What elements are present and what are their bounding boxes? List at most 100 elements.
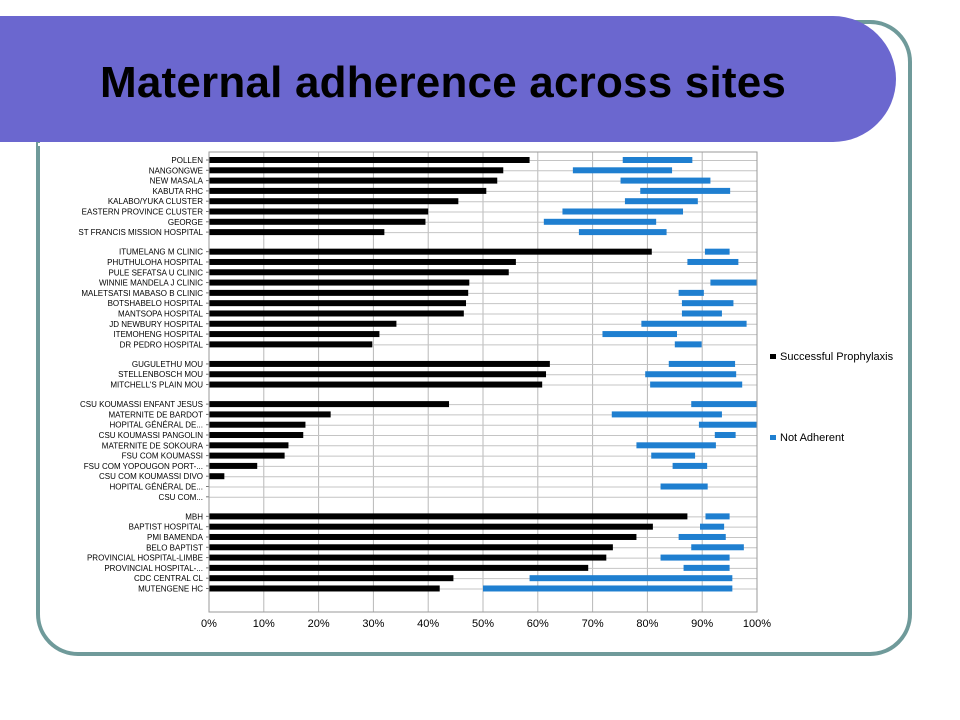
not-adherent-bar — [678, 533, 726, 540]
not-adherent-bar — [578, 229, 667, 236]
category-label: PULE SEFATSA U CLINIC — [108, 268, 203, 277]
not-adherent-bar — [602, 331, 677, 338]
x-tick-label: 90% — [691, 618, 713, 630]
not-adherent-bar — [687, 258, 739, 265]
category-label: KALABO/YUKA CLUSTER — [108, 197, 203, 206]
category-label: GUGULETHU MOU — [132, 360, 203, 369]
category-label: CSU COM KOUMASSI DIVO — [99, 472, 203, 481]
successful-prophylaxis-bar — [209, 523, 653, 530]
successful-prophylaxis-bar — [209, 289, 469, 296]
successful-prophylaxis-bar — [209, 229, 385, 236]
not-adherent-bar — [660, 483, 708, 490]
successful-prophylaxis-bar — [209, 300, 467, 307]
not-adherent-bar — [691, 544, 744, 551]
successful-prophylaxis-bar — [209, 279, 470, 286]
not-adherent-bar — [572, 167, 673, 174]
category-label: CSU KOUMASSI ENFANT JESUS — [80, 400, 203, 409]
successful-prophylaxis-bar — [209, 177, 498, 184]
category-label: ITEMOHENG HOSPITAL — [113, 330, 203, 339]
successful-prophylaxis-bar — [209, 360, 550, 367]
x-tick-label: 10% — [253, 618, 275, 630]
category-label: ITUMELANG M CLINIC — [119, 248, 203, 257]
successful-prophylaxis-bar — [209, 218, 426, 225]
category-label: BELO BAPTIST — [146, 543, 203, 552]
successful-prophylaxis-bar — [209, 320, 397, 327]
successful-prophylaxis-bar — [209, 167, 504, 174]
not-adherent-bar — [645, 371, 737, 378]
category-label: MATERNITE DE BARDOT — [108, 410, 203, 419]
not-adherent-bar — [651, 452, 696, 459]
category-label: NEW MASALA — [150, 177, 204, 186]
not-adherent-bar — [622, 157, 693, 163]
successful-prophylaxis-bar — [209, 544, 613, 551]
successful-prophylaxis-bar — [209, 258, 516, 265]
not-adherent-bar — [483, 585, 733, 592]
not-adherent-bar — [674, 341, 702, 348]
x-tick-label: 50% — [472, 618, 494, 630]
category-label: PROVINCIAL HOSPITAL-... — [104, 564, 203, 573]
not-adherent-bar — [660, 554, 730, 561]
category-label: MATERNITE DE SOKOURA — [102, 441, 204, 450]
successful-prophylaxis-bar — [209, 331, 380, 338]
not-adherent-bar — [700, 523, 725, 530]
successful-prophylaxis-bar — [209, 564, 589, 571]
legend-label: Not Adherent — [780, 432, 844, 444]
not-adherent-bar — [611, 411, 722, 418]
category-label: FSU COM KOUMASSI — [122, 452, 203, 461]
category-label: MUTENGENE HC — [138, 584, 203, 593]
x-tick-label: 20% — [308, 618, 330, 630]
category-label: POLLEN — [171, 156, 203, 165]
category-label: HOPITAL GÉNÉRAL DE... — [109, 483, 203, 492]
x-tick-label: 80% — [636, 618, 658, 630]
not-adherent-bar — [620, 177, 711, 184]
slide-title: Maternal adherence across sites — [100, 58, 787, 107]
successful-prophylaxis-bar — [209, 554, 607, 561]
category-label: MBH — [185, 512, 203, 521]
successful-prophylaxis-bar — [209, 269, 509, 276]
category-label: WINNIE MANDELA J CLINIC — [99, 279, 203, 288]
not-adherent-bar — [691, 401, 757, 408]
not-adherent-bar — [562, 208, 684, 215]
not-adherent-bar — [698, 421, 757, 428]
not-adherent-bar — [543, 218, 657, 225]
not-adherent-bar — [704, 248, 730, 255]
not-adherent-bar — [681, 310, 722, 317]
successful-prophylaxis-bar — [209, 533, 637, 540]
successful-prophylaxis-bar — [209, 208, 429, 215]
legend-label: Successful Prophylaxis — [780, 351, 894, 363]
category-label: MITCHELL'S PLAIN MOU — [110, 381, 203, 390]
not-adherent-bar — [636, 442, 716, 449]
category-label: PROVINCIAL HOSPITAL-LIMBE — [87, 554, 203, 563]
category-label: FSU COM YOPOUGON PORT-... — [84, 462, 203, 471]
category-label: CSU COM... — [159, 493, 203, 502]
successful-prophylaxis-bar — [209, 381, 543, 388]
category-label: JD NEWBURY HOSPITAL — [109, 320, 203, 329]
x-tick-label: 30% — [362, 618, 384, 630]
not-adherent-bar — [640, 187, 731, 194]
successful-prophylaxis-bar — [209, 198, 459, 205]
successful-prophylaxis-bar — [209, 401, 450, 408]
category-label: DR PEDRO HOSPITAL — [120, 340, 204, 349]
not-adherent-bar — [650, 381, 743, 388]
title-underline — [38, 143, 848, 146]
plot-border — [208, 151, 758, 613]
category-label: KABUTA RHC — [152, 187, 203, 196]
not-adherent-bar — [681, 300, 734, 307]
successful-prophylaxis-bar — [209, 371, 547, 378]
category-label: NANGONGWE — [149, 166, 203, 175]
successful-prophylaxis-bar — [209, 585, 440, 592]
not-adherent-bar — [714, 432, 736, 439]
category-label: BOTSHABELO HOSPITAL — [108, 299, 204, 308]
legend-swatch — [770, 354, 776, 359]
category-label: GEORGE — [168, 218, 203, 227]
successful-prophylaxis-bar — [209, 248, 652, 255]
successful-prophylaxis-bar — [209, 310, 464, 317]
category-label: STELLENBOSCH MOU — [118, 370, 203, 379]
category-label: MALETSATSI MABASO B CLINIC — [81, 289, 203, 298]
category-label: PHUTHULOHA HOSPITAL — [107, 258, 203, 267]
category-label: BAPTIST HOSPITAL — [129, 523, 204, 532]
x-tick-label: 40% — [417, 618, 439, 630]
category-label: ST FRANCIS MISSION HOSPITAL — [78, 228, 203, 237]
not-adherent-bar — [672, 462, 708, 469]
